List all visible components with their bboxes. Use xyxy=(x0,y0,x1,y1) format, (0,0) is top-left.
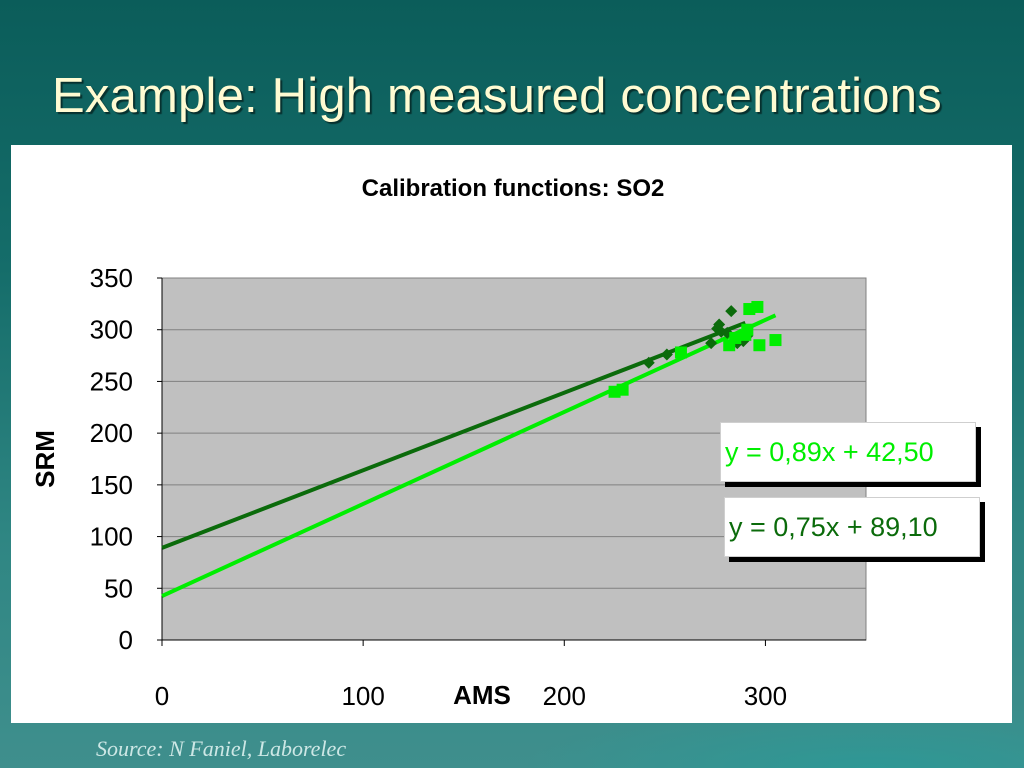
x-tick-label: 200 xyxy=(543,681,586,711)
y-tick-label: 50 xyxy=(104,573,133,603)
data-point-square xyxy=(769,334,782,347)
chart-title: Calibration functions: SO2 xyxy=(362,175,665,202)
y-tick-label: 0 xyxy=(119,625,133,655)
data-point-square xyxy=(616,383,629,396)
y-tick-label: 350 xyxy=(90,263,133,293)
y-axis-label: SRM xyxy=(30,430,60,488)
x-tick-label: 100 xyxy=(341,681,384,711)
x-tick-label: 0 xyxy=(155,681,169,711)
data-point-diamond xyxy=(725,305,738,318)
data-point-diamond xyxy=(713,318,726,331)
trendline-equation-dark-green: y = 0,75x + 89,10 xyxy=(724,497,980,557)
data-point-diamond xyxy=(705,337,718,350)
data-point-square xyxy=(729,331,742,344)
x-tick-label: 300 xyxy=(744,681,787,711)
data-point-square xyxy=(674,346,687,359)
y-tick-label: 250 xyxy=(90,366,133,396)
data-point-square xyxy=(741,323,754,336)
x-axis-label: AMS xyxy=(453,680,511,710)
source-credit: Source: N Faniel, Laborelec xyxy=(96,736,347,761)
y-tick-label: 200 xyxy=(90,418,133,448)
data-point-diamond xyxy=(660,348,673,361)
y-tick-label: 150 xyxy=(90,470,133,500)
y-tick-label: 100 xyxy=(90,522,133,552)
y-tick-label: 300 xyxy=(90,315,133,345)
trendline-equation-light-green: y = 0,89x + 42,50 xyxy=(720,422,976,482)
trendline-series-2 xyxy=(161,313,777,598)
data-point-square xyxy=(753,339,766,352)
data-point-diamond xyxy=(642,356,655,369)
slide-title: Example: High measured concentrations xyxy=(52,69,942,123)
data-point-square xyxy=(751,300,764,313)
